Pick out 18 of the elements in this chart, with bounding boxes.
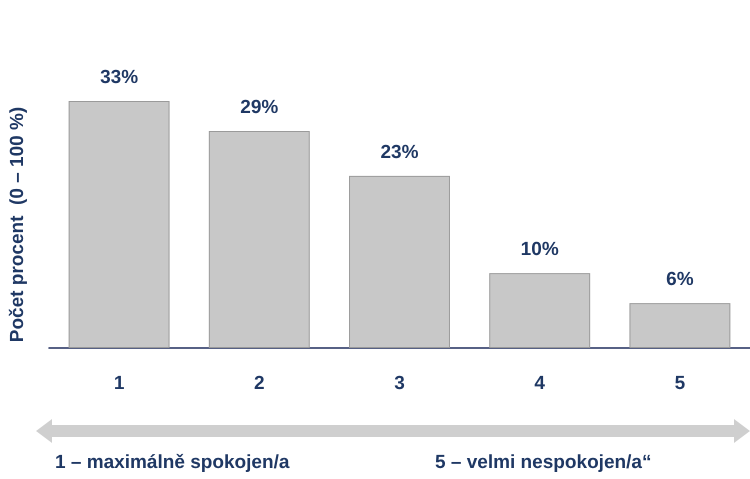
bar <box>349 176 450 348</box>
bar <box>629 303 730 348</box>
data-label: 6% <box>666 269 694 290</box>
x-tick-label: 3 <box>394 373 405 394</box>
bar <box>489 273 590 348</box>
data-label: 33% <box>100 67 138 88</box>
x-tick-label: 2 <box>254 373 265 394</box>
x-tick-label: 4 <box>534 373 546 394</box>
bar <box>208 130 310 348</box>
bar <box>68 101 170 348</box>
x-tick-label: 5 <box>674 373 686 394</box>
text: 5 – velmi nespokojen/a“ <box>435 452 652 474</box>
text: 1 – maximálně spokojen/a <box>55 452 290 474</box>
y-axis-title: Počet procent (0 – 100 %) <box>7 106 28 342</box>
x-tick-label: 1 <box>114 373 125 394</box>
data-label: 10% <box>520 239 559 260</box>
data-label: 23% <box>380 142 419 163</box>
data-label: 29% <box>240 96 278 118</box>
